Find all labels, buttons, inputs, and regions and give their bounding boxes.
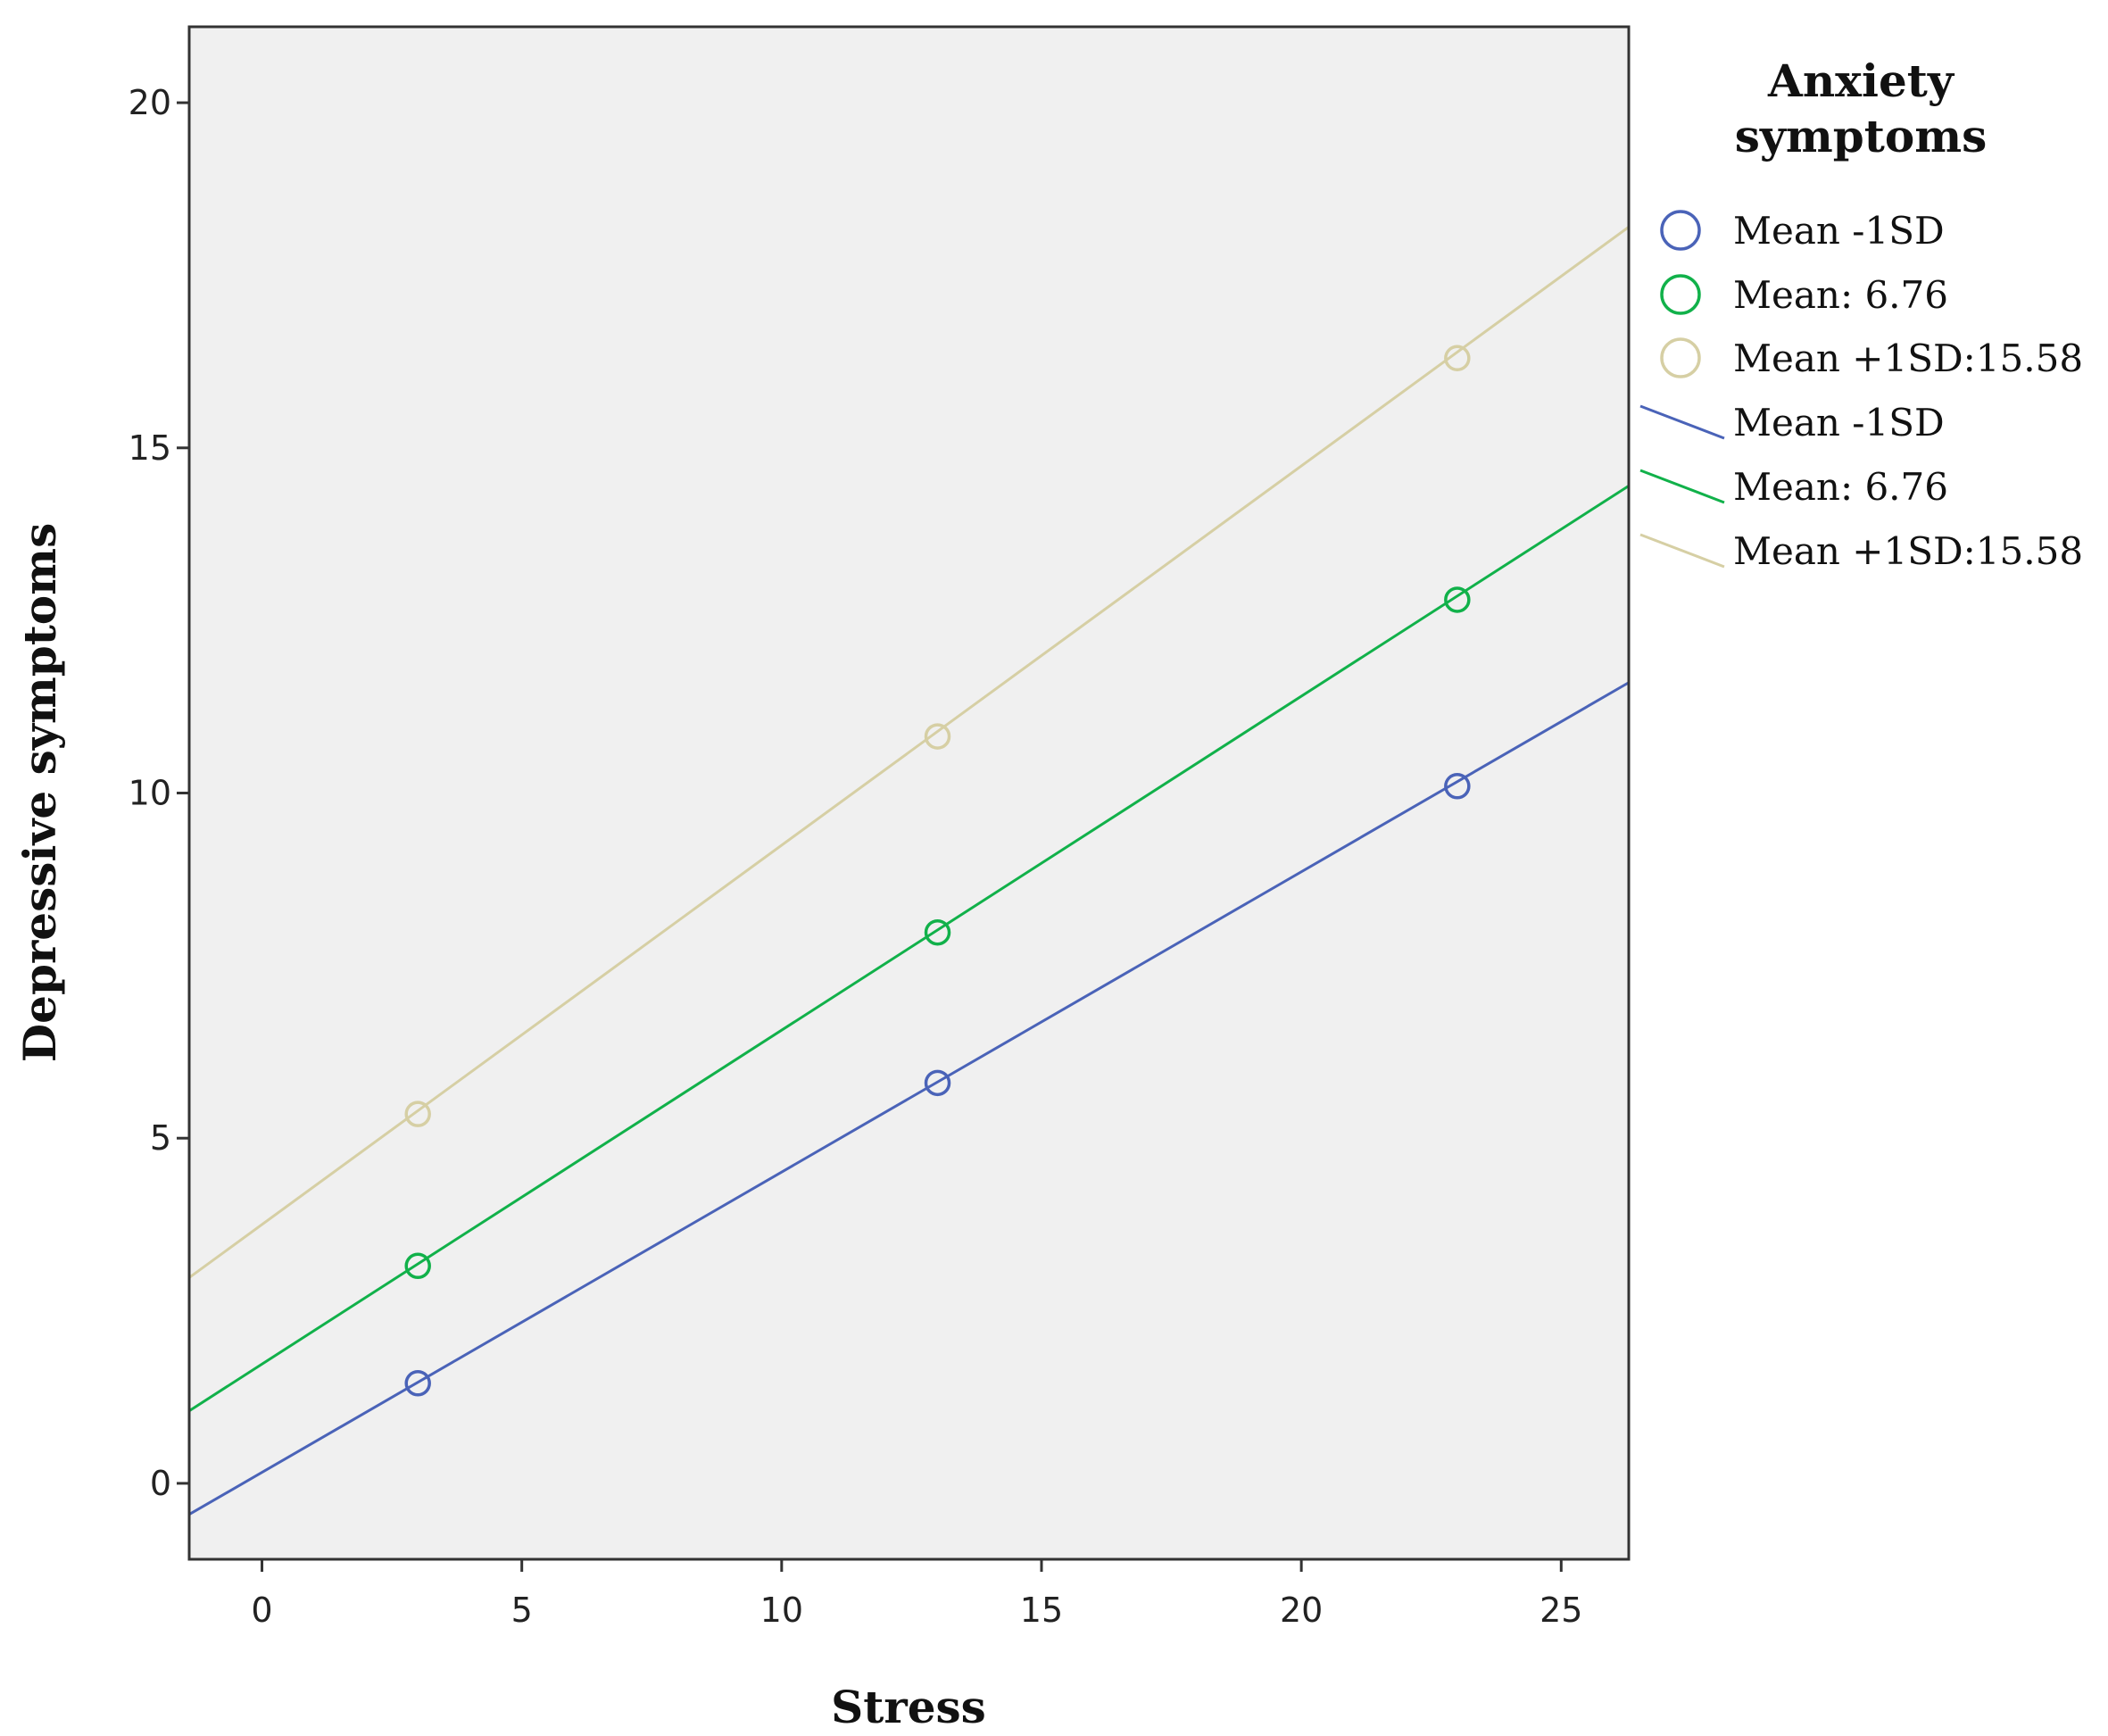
data-point [924, 1069, 951, 1097]
plot-background [189, 27, 1629, 1559]
legend-line-swatch [1639, 404, 1725, 440]
legend-title-line-2: symptoms [1735, 110, 1988, 162]
legend-entries: Mean -1SD Mean: 6.76 Mean +1SD:15.58 Mean -… [1639, 209, 2083, 573]
plot-frame [187, 25, 1631, 1561]
x-tick-label: 15 [1020, 1591, 1063, 1630]
x-tick-label: 25 [1540, 1591, 1582, 1630]
data-point [1444, 586, 1471, 613]
y-tick-label: 15 [129, 428, 171, 468]
legend-line-label: Mean: 6.76 [1733, 465, 1948, 509]
y-axis-ticks: 0 5 10 15 20 [129, 83, 189, 1503]
data-point [404, 1370, 431, 1397]
legend-marker-label: Mean: 6.76 [1733, 273, 1948, 317]
legend-marker-swatch [1660, 210, 1701, 251]
data-point [1444, 773, 1471, 800]
legend-line-swatch [1639, 533, 1725, 569]
x-tick-label: 0 [251, 1591, 272, 1630]
legend-line-swatch [1639, 469, 1725, 504]
legend-title-line-1: Anxiety [1767, 54, 1955, 107]
x-axis-ticks: 0 5 10 15 20 25 [251, 1559, 1582, 1630]
legend-marker-swatch [1660, 337, 1701, 378]
x-tick-label: 20 [1280, 1591, 1323, 1630]
data-point [404, 1252, 431, 1280]
data-markers [404, 345, 1471, 1397]
y-tick-label: 5 [150, 1118, 171, 1158]
y-tick-label: 0 [150, 1464, 171, 1503]
y-tick-label: 20 [129, 83, 171, 122]
data-point [404, 1101, 431, 1127]
fit-line-1 [188, 681, 1630, 1516]
data-point [1444, 345, 1471, 371]
fit-lines [188, 226, 1630, 1516]
fit-line-2 [188, 485, 1630, 1412]
x-tick-label: 10 [760, 1591, 803, 1630]
x-axis-title: Stress [831, 1681, 986, 1733]
legend-marker-swatch [1660, 274, 1701, 315]
legend-marker-label: Mean -1SD [1733, 209, 1945, 253]
data-point [924, 918, 951, 946]
y-axis-title: Depressive symptoms [13, 523, 66, 1062]
fit-line-3 [188, 226, 1630, 1279]
legend-marker-label: Mean +1SD:15.58 [1733, 336, 2083, 380]
x-tick-label: 5 [511, 1591, 533, 1630]
y-tick-label: 10 [129, 774, 171, 813]
data-point [924, 723, 951, 750]
legend-line-label: Mean -1SD [1733, 401, 1945, 444]
legend-line-label: Mean +1SD:15.58 [1733, 529, 2083, 573]
